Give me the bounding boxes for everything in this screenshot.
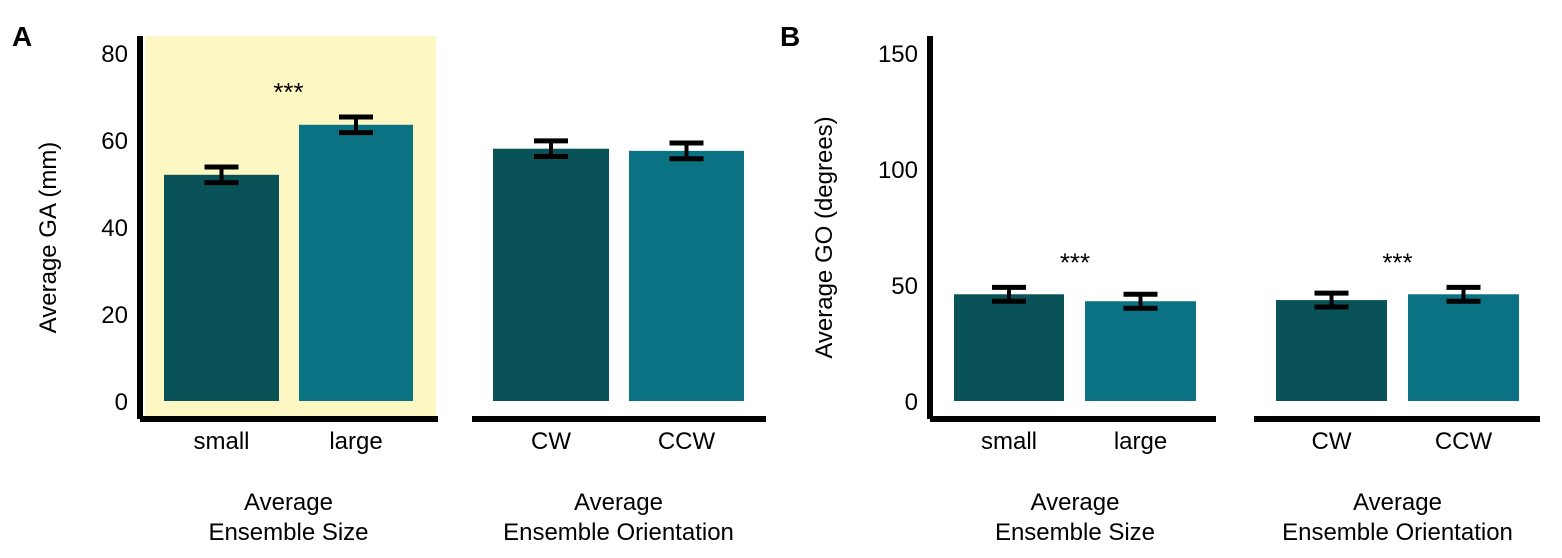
significance-marker: *** [1060, 247, 1090, 277]
x-tick-label: CCW [1435, 428, 1493, 455]
panel-a: A Average GA (mm) 0 20 40 60 80 small large *** Av… [12, 21, 766, 546]
panel-letter: B [780, 21, 800, 52]
group-label: Average Ensemble Size [995, 489, 1155, 546]
bar-group: CW CCW Average Ensemble Orientation [472, 138, 766, 546]
x-tick-label: CW [1312, 428, 1352, 455]
bar-small [954, 294, 1064, 401]
y-tick-label: 150 [878, 41, 918, 68]
group-label-line: Ensemble Orientation [503, 519, 734, 546]
y-tick-label: 100 [878, 157, 918, 184]
group-label-line: Average [1031, 489, 1120, 516]
group-label-line: Average [1353, 489, 1442, 516]
x-tick-label: small [981, 428, 1037, 455]
bar-large [299, 124, 413, 402]
bar-cw [1276, 300, 1387, 401]
y-tick-label: 0 [905, 389, 918, 416]
bar-group: CW CCW *** Average Ensemble Orientation [1254, 247, 1540, 546]
significance-marker: *** [273, 77, 303, 107]
y-tick-label: 40 [101, 215, 128, 242]
x-tick-label: CCW [658, 428, 716, 455]
y-tick-label: 50 [891, 273, 918, 300]
group-label-line: Average [574, 489, 663, 516]
group-label-line: Ensemble Size [208, 519, 368, 546]
panel-letter: A [12, 21, 32, 52]
bar-ccw [629, 150, 744, 401]
bar-ccw [1408, 294, 1519, 401]
group-label: Average Ensemble Size [208, 489, 368, 546]
group-label-line: Ensemble Orientation [1282, 519, 1513, 546]
y-tick-label: 60 [101, 128, 128, 155]
x-tick-label: small [193, 428, 249, 455]
group-label-line: Ensemble Size [995, 519, 1155, 546]
significance-marker: *** [1382, 247, 1412, 277]
panel-b: B Average GO (degrees) 0 50 100 150 small large… [780, 21, 1540, 546]
bar-small [164, 174, 279, 401]
x-tick-label: large [329, 428, 382, 455]
y-axis-label: Average GO (degrees) [811, 116, 838, 358]
bar-group: small large *** Average Ensemble Size [930, 247, 1216, 546]
group-label: Average Ensemble Orientation [1282, 489, 1513, 546]
bar-group: small large *** Average Ensemble Size [140, 77, 438, 546]
group-label-line: Average [244, 489, 333, 516]
y-tick-label: 80 [101, 41, 128, 68]
bar-large [1085, 301, 1196, 401]
y-tick-label: 0 [115, 389, 128, 416]
y-tick-label: 20 [101, 302, 128, 329]
x-tick-label: CW [531, 428, 571, 455]
bar-cw [493, 148, 609, 401]
group-label: Average Ensemble Orientation [503, 489, 734, 546]
x-tick-label: large [1114, 428, 1167, 455]
y-axis-label: Average GA (mm) [35, 142, 62, 334]
